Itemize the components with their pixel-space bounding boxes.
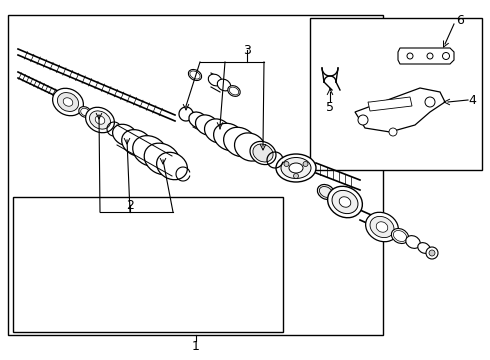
Ellipse shape [276, 154, 316, 182]
Ellipse shape [393, 230, 407, 242]
Ellipse shape [281, 158, 311, 179]
Circle shape [284, 162, 289, 166]
Ellipse shape [95, 116, 105, 124]
Ellipse shape [214, 123, 245, 151]
Circle shape [358, 115, 368, 125]
Ellipse shape [81, 108, 89, 116]
Text: 2: 2 [126, 198, 134, 212]
Ellipse shape [113, 124, 137, 146]
Ellipse shape [144, 143, 180, 175]
Ellipse shape [79, 107, 91, 117]
Ellipse shape [52, 88, 83, 116]
Ellipse shape [392, 229, 409, 243]
Bar [310, 18, 482, 170]
Circle shape [426, 247, 438, 259]
Text: 4: 4 [468, 94, 476, 107]
Ellipse shape [339, 197, 351, 207]
Ellipse shape [406, 236, 420, 248]
Ellipse shape [328, 186, 363, 218]
Circle shape [427, 53, 433, 59]
Ellipse shape [332, 190, 358, 213]
Ellipse shape [86, 107, 114, 133]
Ellipse shape [90, 111, 111, 129]
Text: 5: 5 [326, 100, 334, 113]
Ellipse shape [157, 152, 187, 180]
Ellipse shape [204, 119, 231, 143]
Bar [13, 197, 283, 332]
Ellipse shape [289, 163, 303, 173]
Bar [8, 15, 383, 335]
Ellipse shape [366, 212, 398, 242]
Text: 1: 1 [192, 341, 200, 354]
Ellipse shape [196, 115, 219, 135]
Ellipse shape [63, 98, 73, 106]
Ellipse shape [253, 144, 273, 162]
Ellipse shape [188, 69, 201, 81]
Ellipse shape [228, 86, 240, 96]
Text: 6: 6 [456, 14, 464, 27]
Polygon shape [355, 88, 445, 132]
Ellipse shape [208, 74, 221, 86]
Ellipse shape [217, 79, 231, 91]
Ellipse shape [190, 71, 200, 79]
Ellipse shape [370, 216, 394, 238]
Ellipse shape [250, 141, 276, 165]
Circle shape [389, 128, 397, 136]
Ellipse shape [122, 130, 152, 156]
Text: 3: 3 [243, 44, 251, 57]
Circle shape [303, 162, 308, 166]
Circle shape [407, 53, 413, 59]
Ellipse shape [418, 243, 430, 253]
Ellipse shape [376, 222, 388, 232]
Ellipse shape [189, 112, 207, 128]
Circle shape [294, 174, 298, 179]
Polygon shape [398, 48, 454, 64]
Circle shape [442, 53, 449, 59]
Circle shape [425, 97, 435, 107]
Ellipse shape [223, 127, 256, 157]
Ellipse shape [319, 186, 333, 198]
Polygon shape [368, 97, 412, 111]
Ellipse shape [133, 136, 167, 166]
Ellipse shape [318, 185, 335, 199]
Ellipse shape [57, 93, 78, 112]
Ellipse shape [229, 87, 239, 95]
Ellipse shape [235, 133, 266, 161]
Circle shape [429, 250, 435, 256]
